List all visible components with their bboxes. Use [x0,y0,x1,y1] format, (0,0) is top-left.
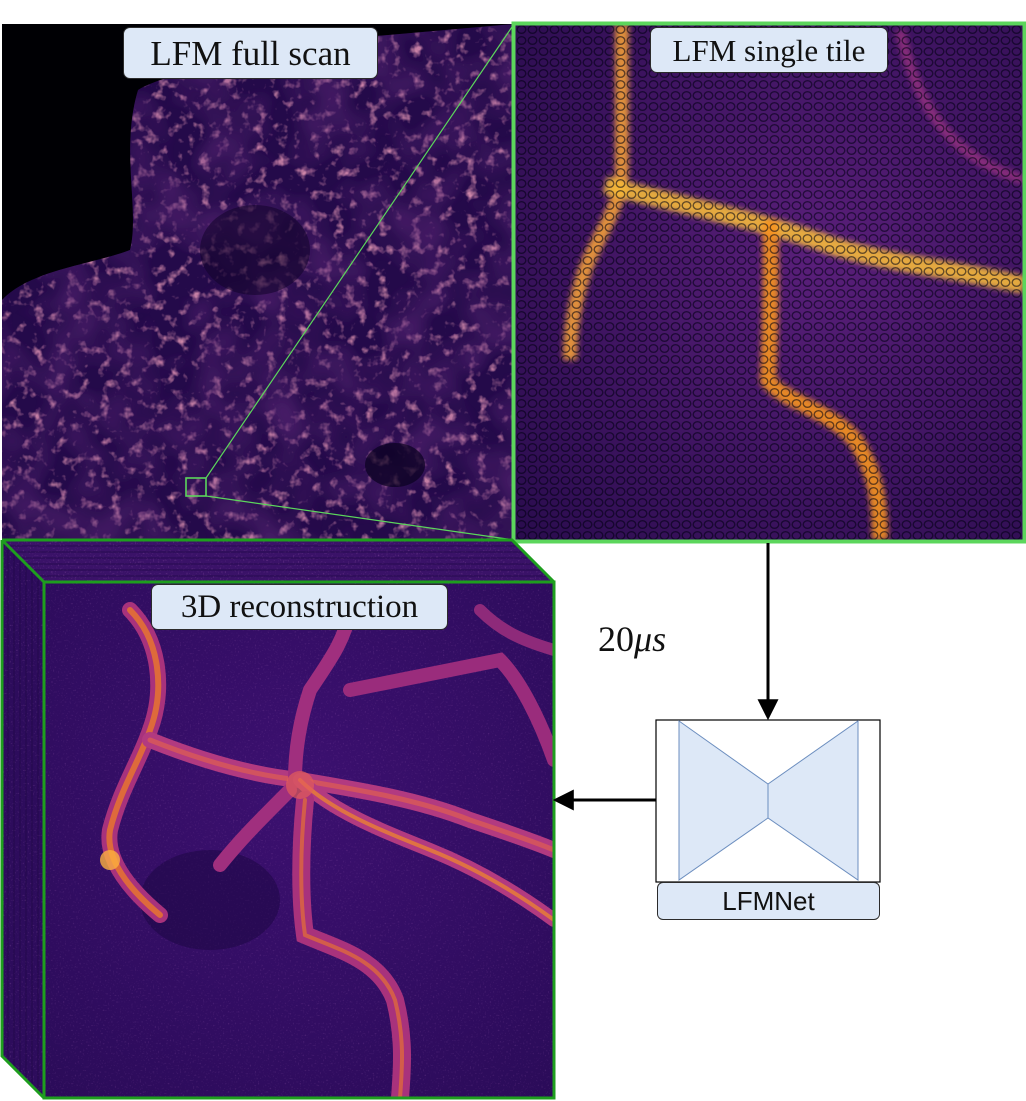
reconstruction-label: 3D reconstruction [151,584,448,630]
reconstruction-stack [0,538,556,1100]
single-tile-frame [511,21,1026,544]
single-tile-panel [514,24,1024,540]
zoom-guide-line-bottom [205,495,515,541]
reconstruction-frame [42,580,556,1100]
network-label: LFMNet [657,882,880,920]
dark-region [200,205,310,295]
timing-unit: μs [634,619,667,659]
timing-number: 20 [598,619,634,659]
single-tile-label: LFM single tile [650,27,888,73]
full-scan-label: LFM full scan [123,27,378,79]
recon-vessels [100,602,554,1098]
network-icon [655,719,881,883]
timing-label: 20μs [598,618,666,660]
zoom-guide-line-top [205,23,515,479]
full-scan-panel [2,24,514,540]
zoom-marker-box [185,477,207,497]
